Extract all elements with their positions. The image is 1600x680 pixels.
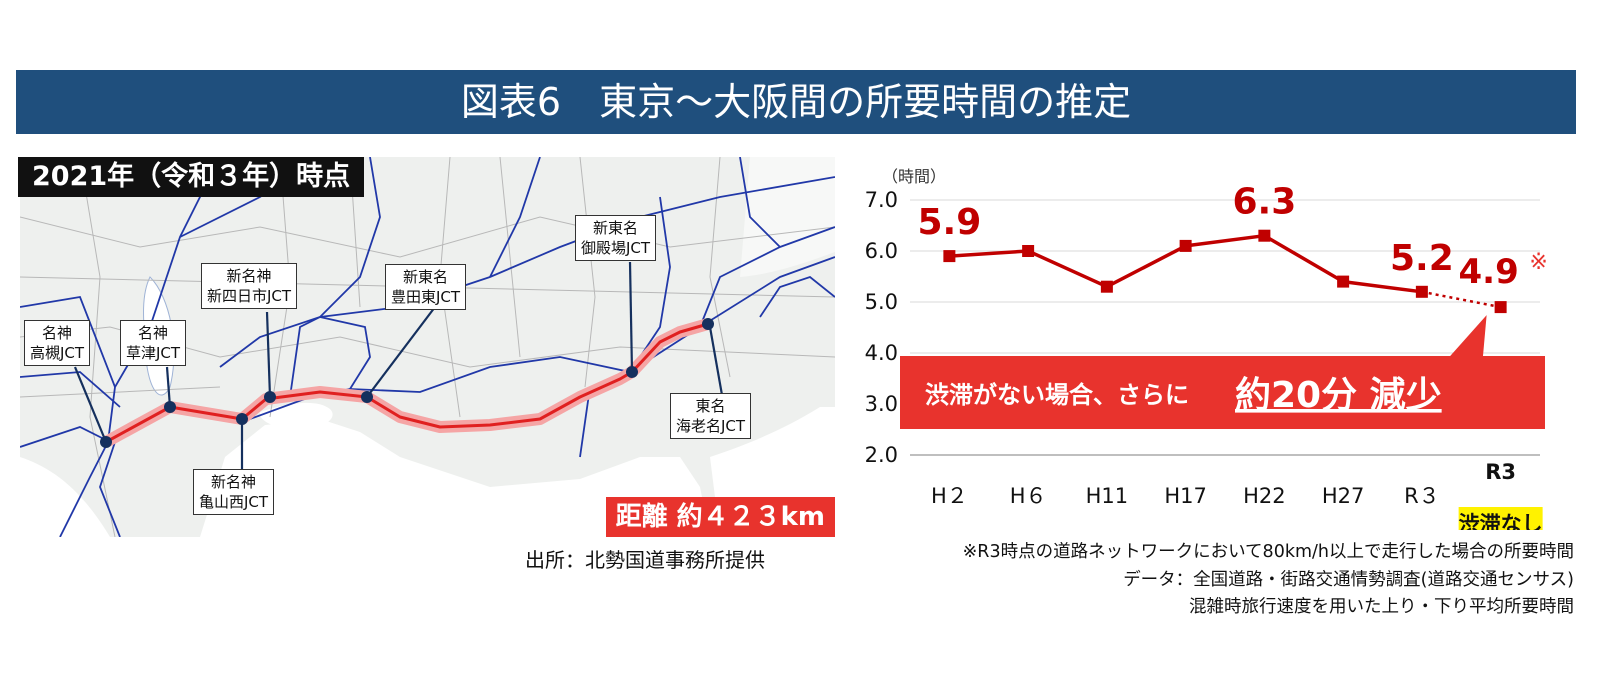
jct-dot-kameyama-nishi — [236, 413, 248, 425]
y-tick-label: 2.0 — [865, 443, 898, 467]
jct-label-shin-yokkaichi: 新名神 新四日市JCT — [201, 263, 298, 309]
data-label: 5.2 — [1390, 238, 1454, 279]
x-tick-label: H11 — [1086, 484, 1129, 508]
projection-label-highlight — [1458, 507, 1543, 530]
y-tick-label: 6.0 — [865, 239, 898, 263]
jct-dot-takatsuki — [100, 436, 112, 448]
jct-label-ebina: 東名 海老名JCT — [670, 393, 752, 439]
data-point — [1258, 229, 1271, 242]
jct-label-takatsuki: 名神 高槻JCT — [24, 320, 91, 366]
x-tick-label: H17 — [1164, 484, 1207, 508]
note-condition: ※R3時点の道路ネットワークにおいて80km/h以上で走行した場合の所要時間 — [962, 542, 1574, 562]
travel-time-chart: （時間） 7.0 6.0 5.0 4.0 3.0 2.0 H２ H６ H11 H17 H22 H27… — [865, 167, 1548, 530]
jct-label-kameyama-nishi: 新名神 亀山西JCT — [193, 469, 275, 515]
x-tick-label-no-congestion: 渋滞なし — [1459, 512, 1543, 530]
jct-dot-toyota-higashi — [361, 391, 373, 403]
callout-text: 渋滞がない場合、さらに — [925, 381, 1189, 409]
distance-label: 距離 約４２３km — [605, 497, 835, 537]
data-label: 5.9 — [917, 202, 981, 243]
y-tick-label: 4.0 — [865, 341, 898, 365]
data-point — [1100, 280, 1113, 293]
x-tick-label: H27 — [1322, 484, 1365, 508]
y-tick-label: 7.0 — [865, 188, 898, 212]
route-map: 名神 高槻JCT 名神 草津JCT 新名神 新四日市JCT 新名神 亀山西JCT 新東名… — [20, 157, 835, 537]
x-tick-label: H６ — [1010, 484, 1047, 508]
jct-dot-kusatsu — [164, 401, 176, 413]
y-tick-label: 5.0 — [865, 290, 898, 314]
data-point — [1337, 275, 1350, 288]
jct-dot-gotemba — [626, 366, 638, 378]
x-tick-label-projection: R3 — [1485, 460, 1516, 484]
figure-title: 図表6 東京～大阪間の所要時間の推定 — [16, 70, 1576, 134]
y-tick-label: 3.0 — [865, 392, 898, 416]
data-point — [1022, 245, 1035, 257]
data-label-projection: 4.9 — [1459, 252, 1519, 292]
jct-label-gotemba: 新東名 御殿場JCT — [575, 215, 657, 261]
data-point — [943, 250, 956, 263]
jct-dot-shin-yokkaichi — [264, 391, 276, 403]
map-caption: 2021年（令和３年）時点 — [18, 157, 365, 197]
data-label: 6.3 — [1232, 182, 1296, 223]
y-axis-label: （時間） — [882, 167, 946, 186]
jct-label-toyota-higashi: 新東名 豊田東JCT — [385, 264, 467, 310]
data-point — [1415, 285, 1428, 298]
note-data-source: データ：全国道路・街路交通情勢調査(道路交通センサス) — [1123, 570, 1574, 590]
data-point-projection — [1494, 301, 1507, 314]
callout-pointer — [1446, 315, 1487, 360]
note-method: 混雑時旅行速度を用いた上り・下り平均所要時間 — [1189, 597, 1574, 617]
x-tick-label: H２ — [931, 484, 968, 508]
callout-highlight: 約20分 減少 — [1235, 375, 1442, 416]
tokyo-osaka-route — [105, 322, 709, 444]
map-source: 出所：北勢国道事務所提供 — [525, 548, 765, 572]
jct-label-kusatsu: 名神 草津JCT — [120, 320, 187, 366]
callout-box — [900, 356, 1545, 429]
projection-dashed-line — [1421, 290, 1501, 309]
x-tick-label: R３ — [1404, 484, 1440, 508]
projection-note-mark: ※ — [1529, 250, 1547, 275]
jct-dot-ebina — [702, 318, 714, 330]
x-tick-label: H22 — [1243, 484, 1286, 508]
data-point — [1179, 239, 1192, 252]
